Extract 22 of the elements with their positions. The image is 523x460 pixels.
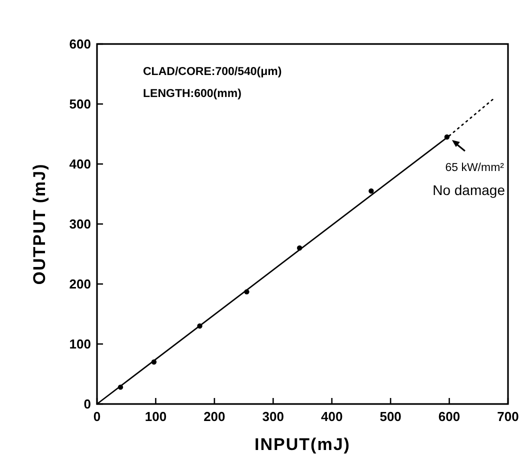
y-tick-label: 300 xyxy=(69,216,91,232)
y-tick-label: 100 xyxy=(69,336,91,352)
annotation: CLAD/CORE:700/540(μm) xyxy=(143,66,282,78)
y-tick-label: 400 xyxy=(69,156,91,172)
y-tick-label: 600 xyxy=(69,36,91,52)
y-tick-label: 0 xyxy=(84,396,91,412)
x-tick-label: 400 xyxy=(321,409,343,424)
x-tick-label: 100 xyxy=(144,409,167,424)
x-axis-title: INPUT(mJ) xyxy=(254,435,350,454)
annotation: No damage xyxy=(432,182,506,198)
annotation: 65 kW/mm² xyxy=(445,162,504,174)
x-tick-label: 200 xyxy=(204,409,226,424)
x-tick-label: 700 xyxy=(497,409,519,424)
point xyxy=(368,188,374,194)
y-tick-label: 500 xyxy=(69,96,91,112)
x-tick-label: 500 xyxy=(380,409,402,424)
x-tick-label: 0 xyxy=(93,409,101,424)
y-tick-label: 200 xyxy=(69,276,91,292)
x-tick-label: 600 xyxy=(438,409,460,424)
x-tick-label: 300 xyxy=(262,409,284,424)
annotation: LENGTH:600(mm) xyxy=(143,88,242,100)
y-axis-title: OUTPUT (mJ) xyxy=(30,163,49,285)
